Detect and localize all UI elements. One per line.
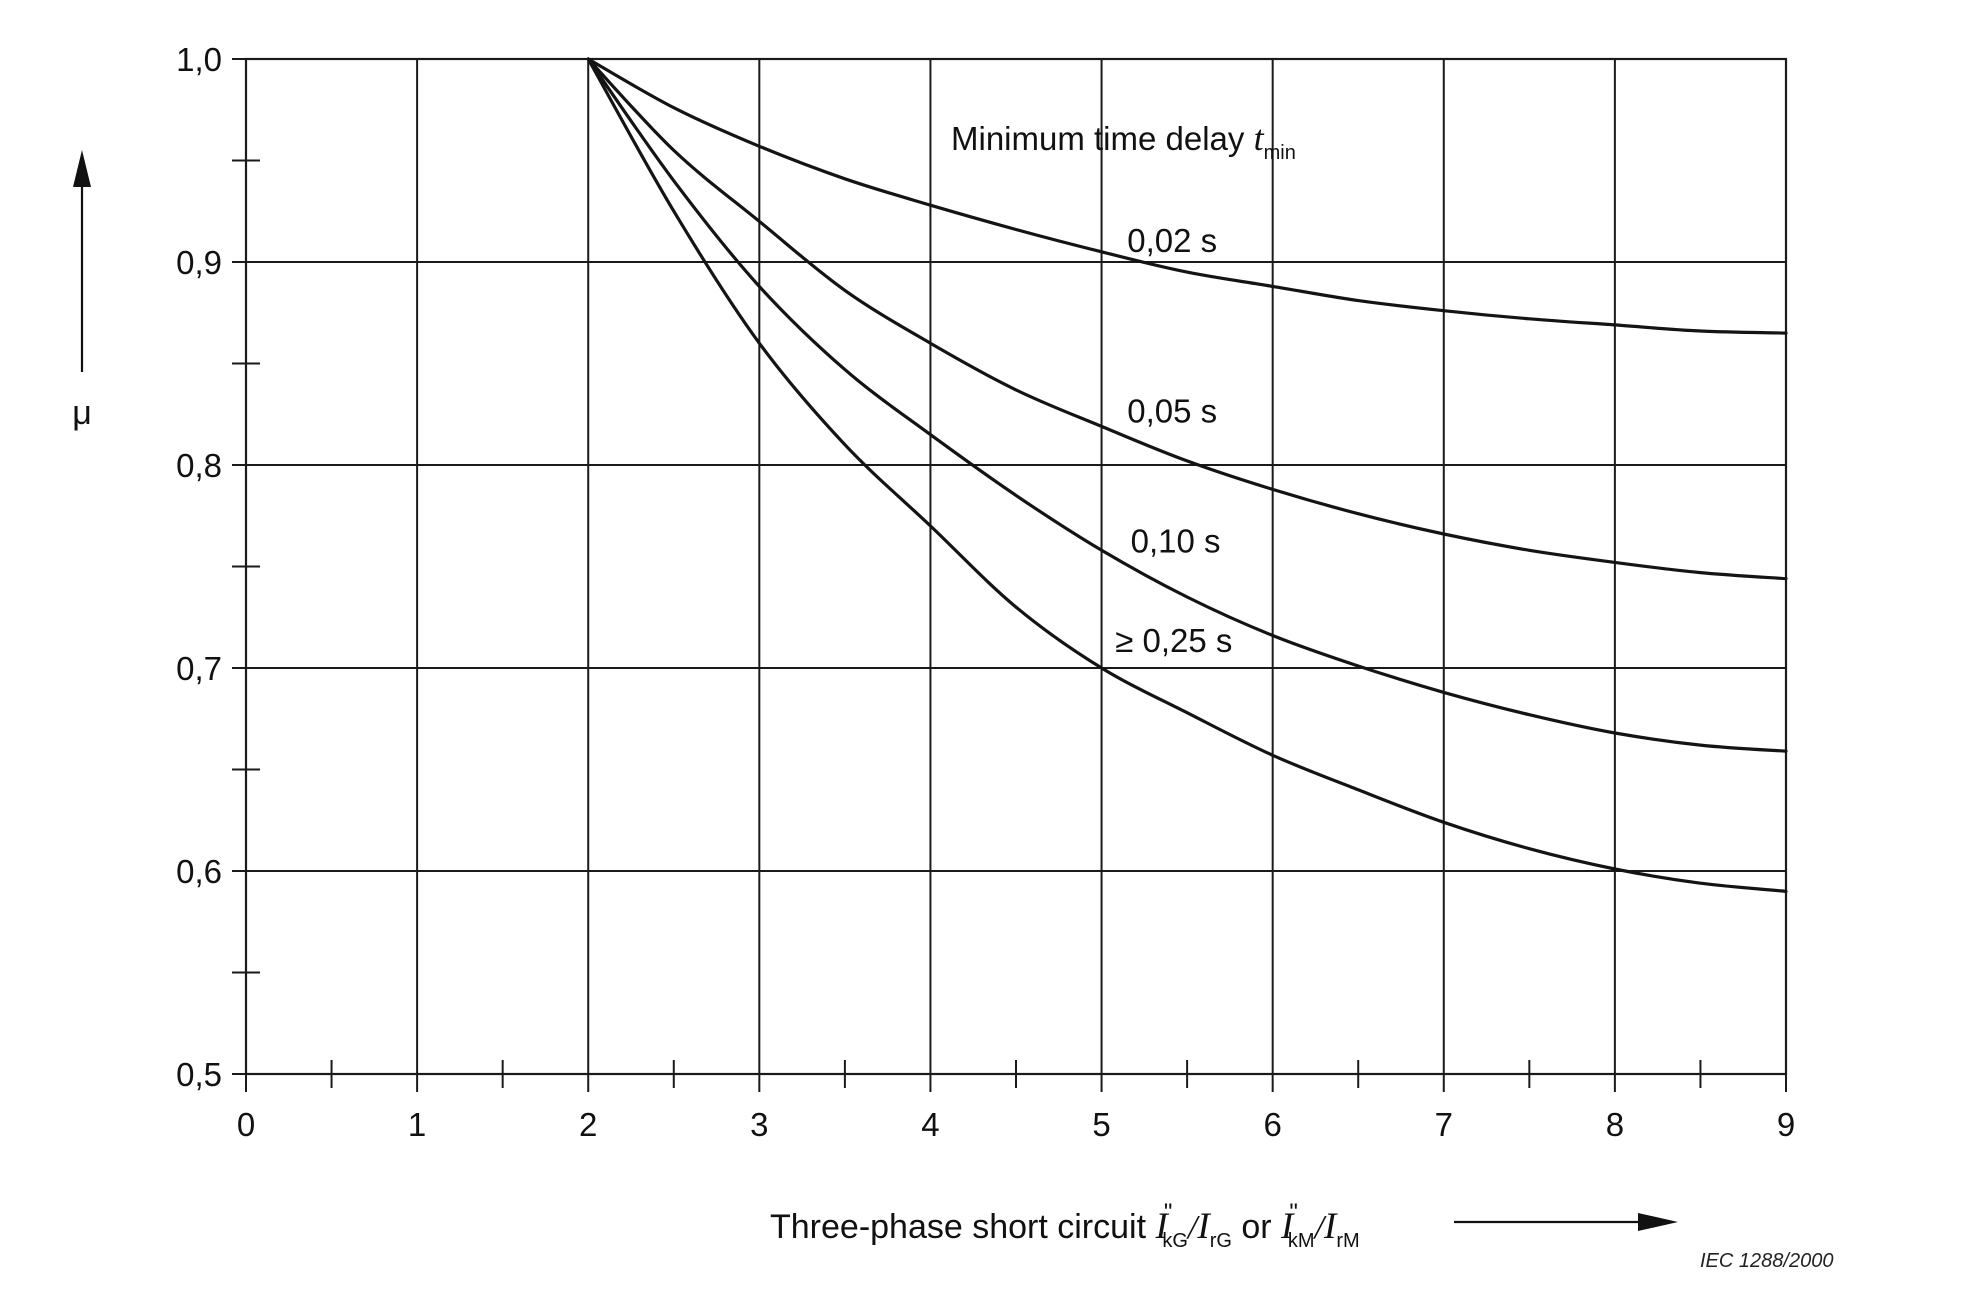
curves: [586, 57, 1788, 893]
x-tick-label: 7: [1435, 1106, 1453, 1143]
x-tick-label: 4: [921, 1106, 939, 1143]
x-tick-label: 0: [237, 1106, 255, 1143]
y-axis-label: μ: [72, 394, 92, 432]
y-tick-label: 0,6: [176, 853, 222, 890]
y-tick-label: 1,0: [176, 41, 222, 78]
x-tick-label: 3: [750, 1106, 768, 1143]
x-tick-label: 8: [1606, 1106, 1624, 1143]
y-tick-label: 0,7: [176, 650, 222, 687]
y-tick-label: 0,9: [176, 244, 222, 281]
series-curve-2: [586, 57, 1788, 753]
legend-title: Minimum time delay tmin: [951, 118, 1296, 164]
series-curve-3: [586, 57, 1788, 893]
x-tick-label: 9: [1777, 1106, 1795, 1143]
x-tick-label: 5: [1092, 1106, 1110, 1143]
series-labels: 0,02 s 0,05 s 0,10 s ≥ 0,25 s: [1115, 222, 1232, 659]
series-label-3: ≥ 0,25 s: [1115, 622, 1232, 659]
x-axis-arrow: [1454, 1213, 1678, 1231]
plot-frame: [244, 57, 1788, 1076]
grid: [232, 57, 1788, 1092]
source-credit: IEC 1288/2000: [1700, 1250, 1833, 1272]
x-tick-label: 6: [1263, 1106, 1281, 1143]
x-axis-label: Three-phase short circuit I" kG/IrG or I"…: [770, 1199, 1360, 1252]
y-tick-label: 0,8: [176, 447, 222, 484]
x-tick-label: 1: [408, 1106, 426, 1143]
y-tick-label: 0,5: [176, 1056, 222, 1093]
series-curve-1: [586, 57, 1788, 581]
y-axis-arrow: [73, 150, 91, 372]
series-label-0: 0,02 s: [1127, 222, 1217, 259]
series-curve-0: [586, 57, 1788, 335]
series-label-2: 0,10 s: [1131, 522, 1221, 559]
axis-ticks: [232, 159, 1702, 1088]
series-label-1: 0,05 s: [1127, 392, 1217, 429]
tick-labels: 0 1 2 3 4 5 6 7 8 9 0,5 0,6 0,7 0,8 0,9 1,0: [176, 41, 1795, 1143]
x-tick-label: 2: [579, 1106, 597, 1143]
